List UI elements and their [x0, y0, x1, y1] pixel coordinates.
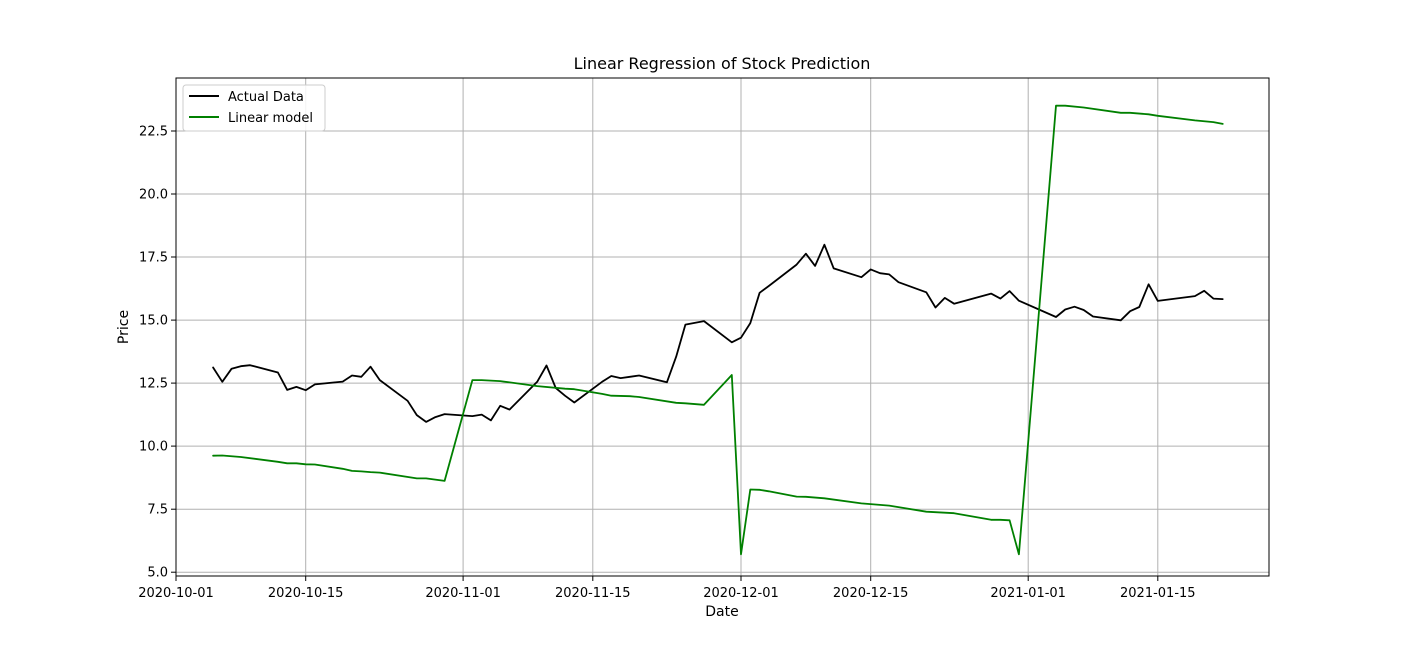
- plot-frame: [175, 77, 1270, 577]
- x-axis-ticks: 2020-10-01 2020-10-15 2020-11-01 2020-11-15…: [138, 576, 1196, 601]
- legend-label-actual: Actual Data: [228, 90, 304, 105]
- y-tick-label: 7.5: [147, 503, 168, 518]
- y-tick-label: 17.5: [139, 251, 168, 266]
- x-tick-label: 2020-12-01: [703, 586, 779, 601]
- y-tick-label: 10.0: [139, 440, 168, 455]
- legend-label-linear: Linear model: [228, 111, 313, 126]
- x-tick-label: 2021-01-15: [1120, 586, 1196, 601]
- y-tick-label: 15.0: [139, 314, 168, 329]
- chart-title: Linear Regression of Stock Prediction: [574, 54, 871, 73]
- series-lines: [212, 104, 1224, 556]
- x-tick-label: 2020-11-15: [555, 586, 631, 601]
- actual-data-line: [212, 243, 1224, 423]
- x-tick-label: 2020-10-15: [268, 586, 344, 601]
- y-tick-label: 20.0: [139, 188, 168, 203]
- x-tick-label: 2020-12-15: [833, 586, 909, 601]
- y-axis-label: Price: [116, 310, 132, 344]
- x-axis-label: Date: [705, 604, 738, 620]
- x-tick-label: 2020-11-01: [425, 586, 501, 601]
- y-tick-label: 22.5: [139, 125, 168, 140]
- legend: Actual Data Linear model: [182, 84, 326, 132]
- x-tick-label: 2021-01-01: [990, 586, 1066, 601]
- y-tick-label: 12.5: [139, 377, 168, 392]
- grid-lines: [175, 78, 1269, 576]
- y-tick-label: 5.0: [147, 566, 168, 581]
- y-axis-ticks: 5.0 7.5 10.0 12.5 15.0 17.5 20.0 22.5: [139, 125, 176, 581]
- x-tick-label: 2020-10-01: [138, 586, 214, 601]
- linear-model-line: [212, 104, 1224, 556]
